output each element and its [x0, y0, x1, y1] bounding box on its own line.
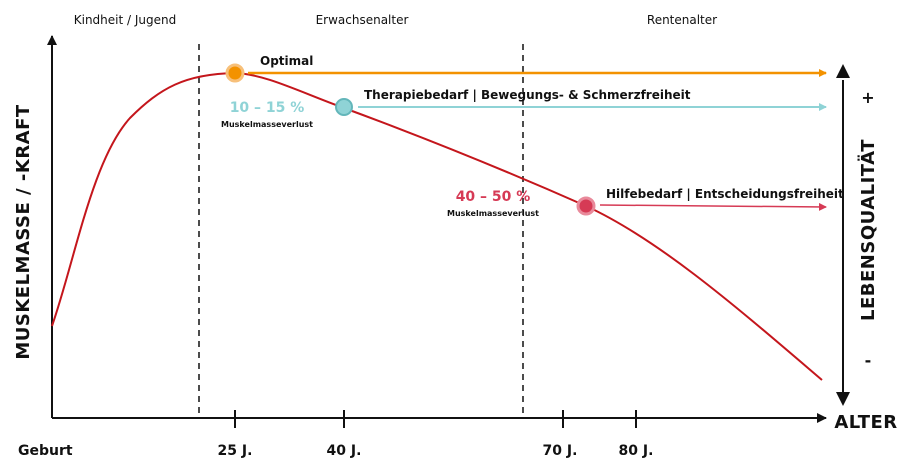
help-marker [576, 196, 596, 216]
tick-label-birth: Geburt [18, 443, 73, 459]
x-axis-label: ALTER [834, 412, 897, 433]
quality-plus-sign: + [861, 88, 874, 107]
quality-axis-arrow-down [836, 392, 850, 406]
tick-label-80: 80 J. [619, 443, 654, 459]
tick-label-70: 70 J. [543, 443, 578, 459]
quality-minus-sign: - [865, 351, 872, 370]
loss2-label: Muskelmasseverlust [447, 209, 539, 218]
tick-label-25: 25 J. [218, 443, 253, 459]
muscle-mass-curve [51, 71, 823, 381]
optimal-marker [225, 63, 245, 83]
loss1-percent: 10 – 15 % [230, 100, 305, 116]
phase-label-retirement: Rentenalter [647, 13, 717, 27]
loss1-label: Muskelmasseverlust [221, 120, 313, 129]
therapy-marker [335, 98, 353, 116]
quality-axis-label: LEBENSQUALITÄT [857, 139, 879, 321]
quality-axis-arrow-up [836, 64, 850, 78]
phase-label-childhood: Kindheit / Jugend [74, 13, 177, 27]
help-arrow [599, 202, 827, 211]
y-axis-label: MUSKELMASSE / -KRAFT [13, 104, 34, 360]
help-label: Hilfebedarf | Entscheidungsfreiheit [606, 187, 844, 201]
therapy-label: Therapiebedarf | Bewegungs- & Schmerzfre… [364, 88, 691, 102]
phase-label-adulthood: Erwachsenalter [316, 13, 409, 27]
optimal-label: Optimal [260, 54, 313, 68]
tick-label-40: 40 J. [327, 443, 362, 459]
loss2-percent: 40 – 50 % [456, 189, 531, 205]
